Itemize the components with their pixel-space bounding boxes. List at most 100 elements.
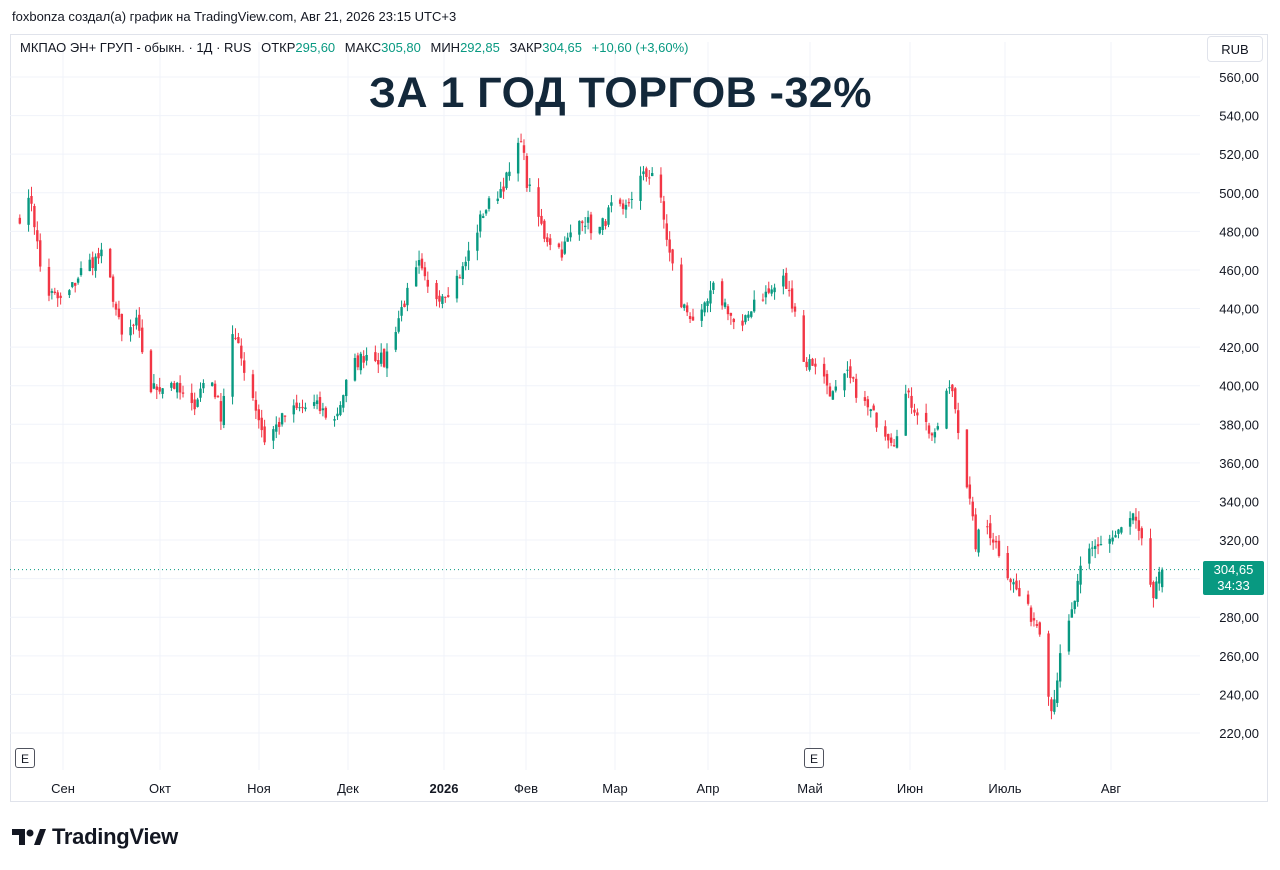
candle-body — [726, 306, 730, 315]
candle-body — [73, 282, 77, 286]
candle — [240, 338, 243, 366]
candle-body — [782, 275, 785, 287]
candle-body — [604, 221, 607, 226]
candle — [50, 288, 54, 300]
candle — [152, 374, 156, 390]
candle — [688, 312, 692, 323]
candle — [216, 394, 220, 398]
candle — [805, 357, 808, 371]
candle-body — [292, 405, 295, 415]
candle-body — [1015, 580, 1018, 590]
candle — [709, 281, 712, 313]
candle — [257, 404, 260, 429]
candle — [831, 390, 835, 400]
candle — [461, 262, 464, 286]
candle-body — [927, 425, 931, 434]
candle-body — [1158, 571, 1161, 584]
candle — [379, 343, 383, 367]
candle-body — [120, 313, 124, 335]
candle-body — [356, 355, 360, 368]
candle — [175, 381, 179, 399]
candle — [974, 508, 977, 552]
candle — [892, 438, 896, 448]
candle-body — [295, 402, 298, 409]
x-tick-label: Дек — [337, 781, 359, 796]
candle — [732, 317, 735, 330]
candle-body — [811, 358, 814, 366]
candle — [502, 177, 505, 199]
candle — [193, 392, 196, 416]
candle — [1070, 602, 1074, 618]
candle — [129, 319, 132, 342]
candle-body — [111, 276, 115, 302]
tradingview-brand: TradingView — [52, 824, 178, 849]
candle — [703, 301, 706, 317]
candle — [1152, 580, 1155, 608]
candle-body — [173, 383, 176, 389]
candle-body — [680, 264, 683, 308]
earnings-badge[interactable]: E — [15, 748, 35, 768]
candle-body — [234, 337, 237, 339]
candle-body — [802, 315, 805, 362]
candle-body — [685, 305, 689, 313]
candle — [222, 388, 226, 429]
candle — [546, 233, 549, 247]
candle — [479, 210, 482, 238]
y-tick-label: 480,00 — [1219, 224, 1259, 239]
candle-body — [849, 366, 852, 379]
candle-body — [989, 523, 992, 539]
candle — [76, 276, 80, 285]
tradingview-logo-icon — [12, 829, 46, 845]
symbol-legend: МКПАО ЭН+ ГРУП - обыкн. · 1Д · RUS ОТКР2… — [20, 40, 688, 55]
candle-body — [723, 302, 727, 307]
candle — [665, 214, 668, 247]
candle — [761, 293, 765, 302]
candle-body — [190, 392, 193, 404]
candle — [691, 308, 695, 321]
candle — [907, 388, 910, 399]
high-value: 305,80 — [381, 40, 421, 55]
earnings-badge[interactable]: E — [804, 748, 824, 768]
last-price-tag: 304,65 34:33 — [1203, 561, 1264, 595]
candle-body — [400, 307, 403, 316]
tradingview-logo[interactable]: TradingView — [12, 824, 178, 850]
candle-body — [321, 408, 325, 411]
candle-body — [589, 214, 593, 234]
candle — [272, 425, 275, 450]
candle-body — [1117, 529, 1120, 534]
candle — [438, 290, 441, 308]
candle — [519, 133, 523, 143]
candle-body — [53, 291, 56, 294]
candle — [505, 171, 508, 190]
candle-body — [610, 202, 613, 206]
candle-body — [382, 348, 386, 367]
candle-body — [650, 173, 654, 177]
candle-body — [1006, 552, 1009, 579]
candle-body — [624, 204, 628, 210]
candle-body — [965, 429, 969, 488]
candle — [283, 415, 287, 423]
candle-body — [843, 373, 846, 391]
currency-button[interactable]: RUB — [1207, 36, 1263, 62]
candle-body — [377, 359, 380, 365]
candle — [385, 343, 389, 378]
candle-body — [254, 399, 258, 411]
candle — [277, 417, 281, 435]
candle-body — [566, 237, 569, 242]
candle-body — [951, 384, 954, 392]
candle — [989, 514, 992, 546]
candle-body — [94, 256, 97, 271]
candle — [589, 211, 593, 240]
candle — [1035, 620, 1039, 628]
chart-headline: ЗА 1 ГОД ТОРГОВ -32% — [369, 69, 873, 117]
candle-body — [968, 484, 972, 499]
x-tick-label: Авг — [1101, 781, 1122, 796]
candle — [723, 298, 727, 309]
candle-body — [170, 382, 173, 388]
candle — [426, 271, 430, 293]
candle-body — [930, 433, 934, 436]
candle-body — [665, 223, 668, 240]
candle-body — [1009, 579, 1012, 583]
candle-body — [991, 539, 995, 543]
